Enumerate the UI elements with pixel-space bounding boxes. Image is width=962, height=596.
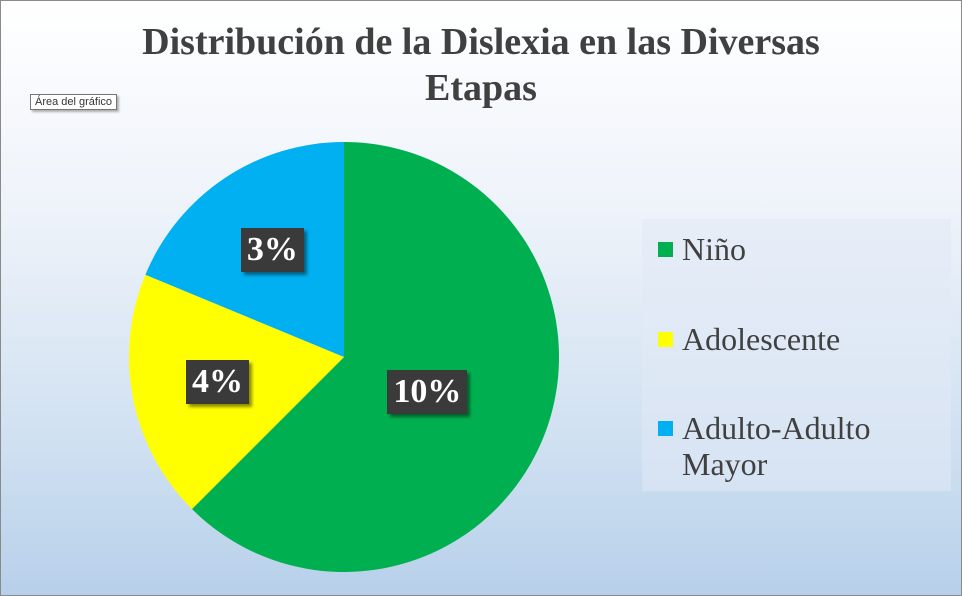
legend-swatch-adulto	[658, 421, 673, 436]
legend[interactable]: Niño Adolescente Adulto-Adulto Mayor	[642, 219, 951, 491]
legend-item-nino[interactable]: Niño	[658, 231, 746, 267]
data-label-adolescente: 4%	[185, 360, 249, 405]
legend-item-adolescente[interactable]: Adolescente	[658, 321, 841, 357]
pie-slice-nino[interactable]	[191, 142, 559, 572]
data-label-adulto: 3%	[240, 227, 304, 272]
legend-swatch-adolescente	[658, 332, 673, 347]
legend-label-adolescente: Adolescente	[682, 321, 841, 357]
chart-area-tooltip: Área del gráfico	[30, 94, 118, 110]
legend-item-adulto[interactable]: Adulto-Adulto Mayor	[658, 410, 902, 482]
legend-label-adulto: Adulto-Adulto Mayor	[682, 410, 871, 482]
data-label-nino: 10%	[387, 369, 468, 414]
legend-swatch-nino	[658, 242, 673, 257]
legend-label-nino: Niño	[682, 231, 746, 267]
chart-title: Distribución de la Dislexia en las Diver…	[142, 21, 820, 109]
